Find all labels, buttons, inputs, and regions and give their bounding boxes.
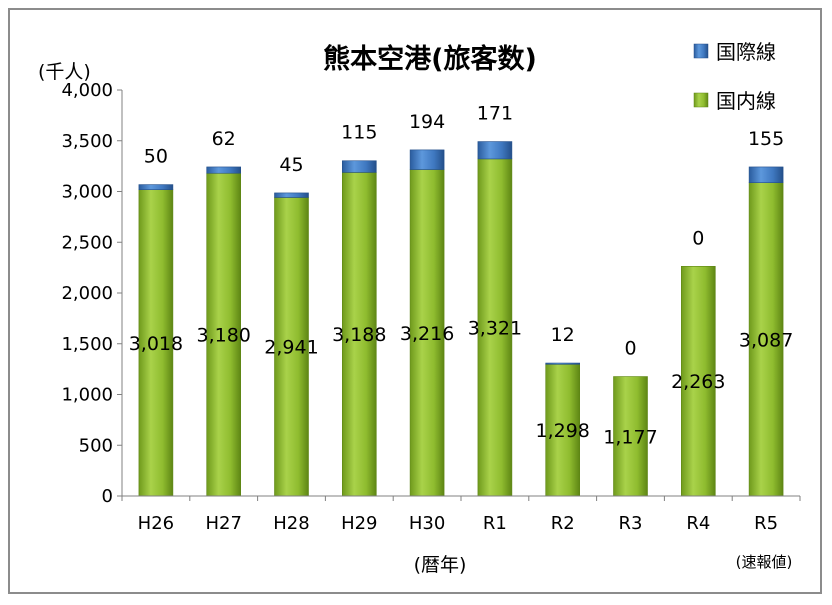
legend: 国際線 国内線 — [693, 40, 776, 113]
data-label-international: 12 — [551, 324, 575, 346]
data-label-domestic: 3,321 — [468, 317, 522, 339]
data-label-domestic: 3,087 — [739, 329, 793, 351]
data-label-domestic: 1,298 — [535, 420, 589, 442]
bar-international — [477, 141, 513, 160]
x-tick-label: H26 — [138, 513, 174, 534]
legend-label-international: 国際線 — [716, 40, 776, 64]
bar-domestic — [409, 169, 445, 497]
bar-international — [341, 160, 377, 173]
data-label-international: 194 — [409, 111, 445, 133]
legend-swatch-international — [693, 43, 709, 59]
data-label-international: 0 — [624, 338, 636, 360]
bar-international — [748, 166, 784, 183]
chart-frame: 熊本空港(旅客数) (千人) 0 500 1,000 1,500 2,000 2,500 3… — [8, 8, 822, 594]
bars — [138, 141, 784, 497]
y-tick-label: 2,000 — [61, 283, 113, 304]
y-tick-label: 3,500 — [61, 131, 113, 152]
y-tick-label: 0 — [102, 486, 113, 507]
x-tick-label: H28 — [273, 513, 309, 534]
bar-domestic — [206, 172, 241, 497]
bar-domestic — [680, 266, 716, 497]
y-tick-label: 500 — [79, 435, 113, 456]
bar-domestic — [748, 182, 784, 497]
bar-domestic — [138, 189, 174, 497]
y-axis-unit-label: (千人) — [38, 61, 91, 83]
data-label-international: 155 — [748, 128, 784, 150]
x-tick-label: H30 — [409, 513, 445, 534]
bar-domestic — [274, 197, 309, 497]
y-tick-label: 1,000 — [61, 385, 113, 406]
y-tick-label: 4,000 — [61, 80, 113, 101]
x-axis-ticks: H26 H27 H28 H29 H30 R1 R2 R3 R4 R5 — [121, 496, 801, 534]
data-label-domestic: 3,180 — [196, 325, 250, 347]
data-labels: 3,018 50 3,180 62 2,941 45 3,188 115 3,216 194 3,3… — [129, 103, 794, 449]
bar-international — [138, 184, 174, 190]
legend-label-domestic: 国内線 — [716, 89, 776, 113]
chart-title: 熊本空港(旅客数) — [323, 43, 537, 75]
data-label-international: 62 — [212, 128, 236, 150]
bar-international — [274, 192, 309, 198]
bar-international — [206, 166, 241, 174]
x-tick-label: R1 — [483, 513, 507, 534]
bar-domestic — [341, 172, 377, 497]
bar-domestic — [545, 363, 581, 497]
data-label-international: 0 — [692, 227, 704, 249]
bar-international — [545, 362, 581, 365]
x-tick-label: H27 — [205, 513, 241, 534]
last-category-note: (速報値) — [736, 553, 793, 571]
x-axis-label: (暦年) — [414, 554, 467, 576]
x-tick-label: R3 — [619, 513, 643, 534]
data-label-domestic: 2,263 — [671, 371, 725, 393]
y-tick-label: 1,500 — [61, 334, 113, 355]
data-label-domestic: 2,941 — [264, 337, 318, 359]
data-label-domestic: 3,216 — [400, 323, 454, 345]
x-tick-label: R4 — [686, 513, 710, 534]
x-tick-label: R2 — [551, 513, 575, 534]
x-tick-label: H29 — [341, 513, 377, 534]
data-label-international: 115 — [341, 122, 377, 144]
data-label-domestic: 3,018 — [129, 333, 183, 355]
x-tick-label: R5 — [754, 513, 778, 534]
bar-domestic — [613, 376, 648, 497]
y-axis-ticks: 0 500 1,000 1,500 2,000 2,500 3,000 3,500 4,000 — [61, 80, 122, 507]
data-label-domestic: 3,188 — [332, 324, 386, 346]
data-label-international: 45 — [279, 154, 303, 176]
y-tick-label: 3,000 — [61, 182, 113, 203]
data-label-international: 50 — [144, 146, 168, 168]
data-label-domestic: 1,177 — [603, 426, 657, 448]
bar-international — [409, 149, 445, 170]
y-tick-label: 2,500 — [61, 232, 113, 253]
data-label-international: 171 — [477, 103, 513, 125]
chart-area: 熊本空港(旅客数) (千人) 05001,0001,5002,0002,5003… — [38, 40, 801, 576]
legend-swatch-domestic — [693, 92, 709, 108]
